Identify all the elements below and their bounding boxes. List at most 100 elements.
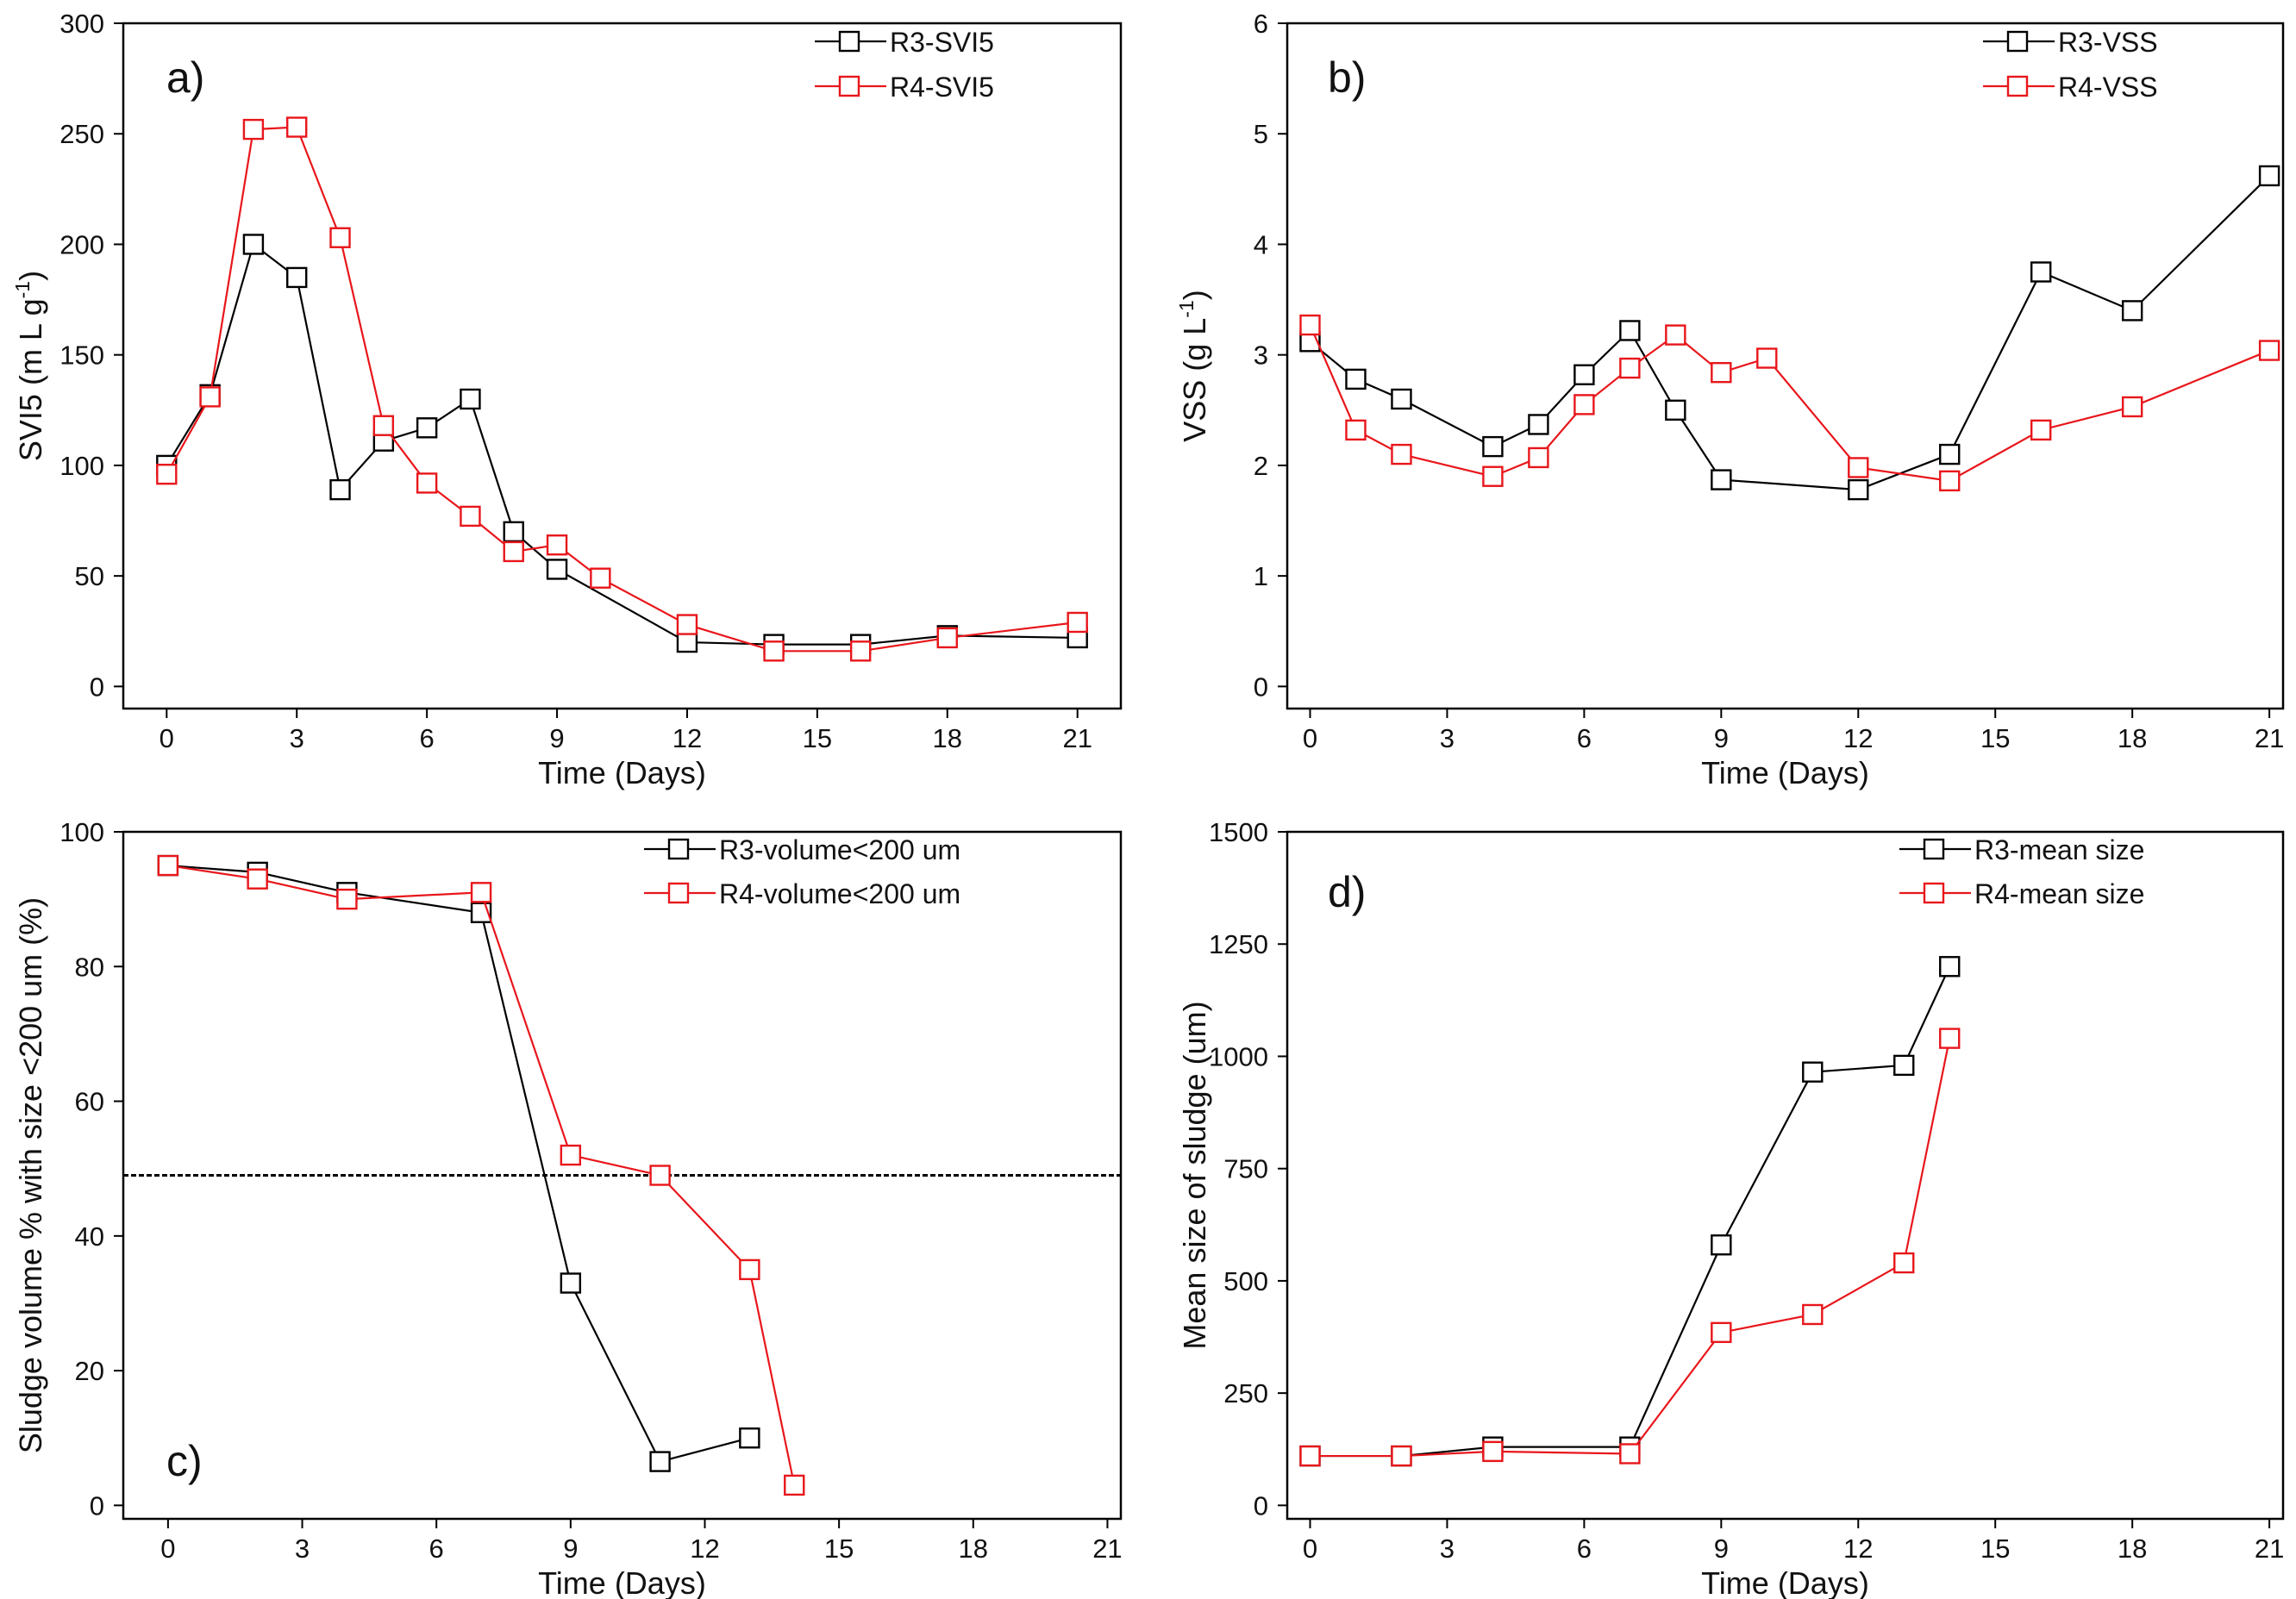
x-tick-label: 21 xyxy=(1062,723,1092,753)
data-point-marker xyxy=(1391,388,1412,410)
y-axis-label: Sludge volume % with size <200 um (%) xyxy=(13,897,48,1453)
y-tick-label: 0 xyxy=(1254,671,1268,702)
x-tick-label: 15 xyxy=(803,723,832,753)
y-tick-label: 150 xyxy=(59,340,104,371)
data-point-marker xyxy=(242,234,265,255)
x-tick-label: 3 xyxy=(1440,723,1455,753)
y-axis-label-superscript: -1 xyxy=(1175,300,1198,317)
x-axis-label: Time (Days) xyxy=(1701,1565,1869,1599)
data-point-marker xyxy=(560,1144,582,1166)
x-tick-label: 15 xyxy=(1980,723,2010,753)
panel-label: a) xyxy=(166,53,204,102)
x-tick-label: 3 xyxy=(290,723,304,753)
legend-label: R3-VSS xyxy=(2058,27,2158,58)
panel-c: 0 3 6 9 12 15 18 21 0 20 40 60 80 100 Time (Days) Sludg… xyxy=(13,817,1123,1599)
y-axis-label: VSS (g L-1) xyxy=(1175,290,1212,442)
data-point-marker xyxy=(156,463,178,485)
x-tick-label: 6 xyxy=(1577,723,1592,753)
data-point-marker xyxy=(1573,364,1595,385)
x-tick-label: 6 xyxy=(420,723,435,753)
legend-label: R3-volume<200 um xyxy=(719,834,960,865)
x-tick-label: 9 xyxy=(563,1533,578,1564)
data-point-marker xyxy=(2121,396,2143,418)
data-point-marker xyxy=(470,882,492,903)
legend-label: R3-mean size xyxy=(1974,834,2144,865)
data-point-marker xyxy=(1482,1440,1504,1463)
x-tick-label: 0 xyxy=(1303,723,1317,753)
legend-marker xyxy=(2006,75,2029,97)
data-point-marker xyxy=(329,478,351,501)
data-point-marker xyxy=(1345,419,1367,441)
series-line-R3-VSS xyxy=(1309,175,2270,491)
x-tick-label: 6 xyxy=(429,1533,444,1564)
x-tick-label: 15 xyxy=(1980,1533,2010,1564)
legend-marker xyxy=(667,838,690,860)
data-point-marker xyxy=(1939,443,1961,465)
data-point-marker xyxy=(2030,261,2052,283)
data-point-marker xyxy=(199,386,221,408)
y-tick-label: 250 xyxy=(1223,1378,1268,1408)
y-axis-label-text: Sludge volume % with size <200 um (%) xyxy=(13,897,48,1453)
data-point-marker xyxy=(1939,470,1961,492)
y-axis-label-close: ) xyxy=(13,271,48,281)
x-axis-label: Time (Days) xyxy=(538,755,706,790)
y-tick-label: 80 xyxy=(75,952,104,982)
y-tick-label: 0 xyxy=(90,1490,104,1521)
data-point-marker xyxy=(503,521,524,543)
legend-marker xyxy=(2006,30,2029,53)
y-tick-label: 1 xyxy=(1254,561,1268,591)
y-tick-label: 60 xyxy=(75,1087,104,1117)
legend-label: R4-SVI5 xyxy=(890,72,994,103)
y-tick-label: 0 xyxy=(1254,1490,1268,1521)
data-point-marker xyxy=(1939,956,1961,978)
y-tick-label: 20 xyxy=(75,1356,104,1386)
x-tick-label: 12 xyxy=(1843,1533,1873,1564)
data-point-marker xyxy=(372,415,395,436)
data-point-marker xyxy=(336,888,358,910)
y-axis-label: Mean size of sludge (um) xyxy=(1177,1001,1212,1349)
y-tick-label: 500 xyxy=(1223,1266,1268,1296)
data-point-marker xyxy=(1711,361,1732,384)
x-tick-label: 18 xyxy=(933,723,962,753)
x-tick-label: 18 xyxy=(2118,1533,2147,1564)
legend-marker xyxy=(838,75,860,97)
y-tick-label: 200 xyxy=(59,229,104,259)
data-point-marker xyxy=(2258,340,2280,361)
data-point-marker xyxy=(1802,1061,1824,1083)
y-axis-label-text: VSS (g L xyxy=(1177,318,1212,442)
data-point-marker xyxy=(1299,314,1321,336)
y-tick-label: 4 xyxy=(1254,229,1268,259)
data-point-marker xyxy=(1299,1445,1321,1467)
data-point-marker xyxy=(2030,419,2052,441)
x-tick-label: 21 xyxy=(2255,723,2284,753)
data-point-marker xyxy=(1391,443,1412,465)
y-tick-label: 2 xyxy=(1254,451,1268,481)
data-point-marker xyxy=(416,417,438,439)
data-point-marker xyxy=(247,868,268,890)
data-point-marker xyxy=(1848,457,1869,478)
x-tick-label: 6 xyxy=(1577,1533,1592,1564)
data-point-marker xyxy=(1893,1252,1915,1274)
x-axis-label: Time (Days) xyxy=(1701,755,1869,790)
x-tick-label: 12 xyxy=(690,1533,719,1564)
data-point-marker xyxy=(560,1272,582,1294)
x-tick-label: 3 xyxy=(295,1533,310,1564)
y-tick-label: 750 xyxy=(1223,1154,1268,1184)
x-tick-label: 3 xyxy=(1440,1533,1455,1564)
data-point-marker xyxy=(676,631,698,653)
x-tick-label: 0 xyxy=(160,1533,175,1564)
data-point-marker xyxy=(1802,1303,1824,1326)
data-point-marker xyxy=(1711,469,1732,490)
legend-marker xyxy=(838,30,860,53)
data-point-marker xyxy=(1067,611,1088,634)
data-point-marker xyxy=(2258,165,2280,187)
data-point-marker xyxy=(739,1427,760,1449)
data-point-marker xyxy=(1573,394,1595,415)
series-line-R4-SVI5 xyxy=(166,126,1078,653)
data-point-marker xyxy=(546,559,568,580)
data-point-marker xyxy=(1528,414,1549,435)
x-tick-label: 9 xyxy=(1714,723,1729,753)
x-tick-label: 0 xyxy=(1303,1533,1317,1564)
x-tick-label: 9 xyxy=(1714,1533,1729,1564)
